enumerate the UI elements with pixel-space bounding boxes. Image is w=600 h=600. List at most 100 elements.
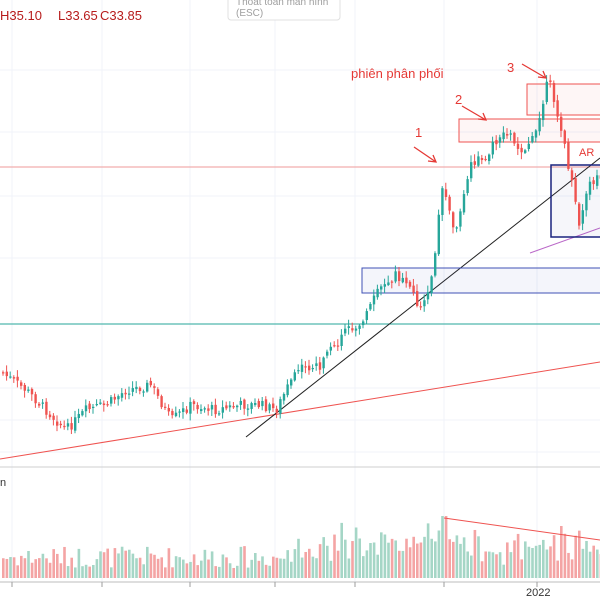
volume-bar — [286, 550, 289, 578]
candle-body — [527, 143, 530, 150]
candle-body — [66, 423, 70, 427]
candle-body — [20, 382, 23, 386]
volume-bar — [38, 558, 41, 578]
candle-body — [336, 345, 340, 347]
ohlc-high: H35.10 — [0, 8, 42, 23]
volume-bar — [9, 557, 12, 578]
volume-bar — [538, 544, 541, 578]
candle-body — [225, 405, 228, 409]
candle-body — [387, 282, 390, 286]
candle-body — [5, 371, 8, 377]
candle-body — [574, 178, 577, 202]
candle-body — [261, 400, 264, 407]
distribution-box-2[interactable] — [458, 118, 600, 143]
volume-bar — [84, 564, 88, 578]
volume-bar — [423, 536, 426, 578]
candle-body — [45, 401, 48, 415]
candle-body — [531, 136, 534, 143]
candle-body — [441, 188, 444, 215]
volume-bar — [167, 548, 171, 578]
candle-body — [113, 396, 116, 400]
volume-bar — [88, 566, 91, 578]
ar-label[interactable]: AR — [579, 147, 594, 159]
candle-body — [59, 423, 62, 426]
candle-body — [160, 396, 163, 408]
volume-bar — [63, 546, 66, 578]
candle-body — [264, 399, 268, 412]
candle-body — [272, 403, 275, 409]
volume-bar — [567, 552, 570, 578]
candle-body — [221, 407, 224, 413]
candle-body — [95, 403, 98, 406]
volume-bar — [531, 547, 534, 578]
volume-bar — [578, 530, 581, 578]
volume-bar — [372, 542, 376, 578]
volume-bar — [509, 552, 513, 578]
candle-body — [470, 162, 473, 179]
volume-bar — [545, 549, 549, 578]
volume-bar — [588, 551, 592, 578]
volume-bar — [549, 546, 552, 578]
marker-3-label[interactable]: 3 — [507, 60, 514, 75]
marker-2-label[interactable]: 2 — [455, 92, 462, 107]
volume-bar — [408, 547, 412, 578]
candle-body — [588, 181, 592, 195]
volume-bar — [275, 557, 279, 578]
volume-trendline[interactable] — [443, 517, 600, 541]
volume-bar — [182, 559, 185, 578]
marker-1-label[interactable]: 1 — [415, 125, 422, 140]
candle-body — [311, 367, 314, 370]
candle-body — [344, 328, 347, 334]
volume-bar — [502, 564, 505, 578]
volume-bar — [513, 540, 516, 578]
candle-body — [448, 196, 451, 211]
exit-fullscreen-toast[interactable]: Thoát toàn màn hình (ESC) — [227, 0, 341, 21]
candle-body — [300, 364, 304, 372]
volume-bar — [52, 549, 55, 578]
candle-body — [48, 414, 52, 418]
candle-body — [77, 413, 80, 419]
candle-body — [207, 408, 210, 411]
volume-bar — [74, 567, 77, 578]
volume-bar — [2, 558, 5, 578]
volume-bar — [189, 561, 192, 578]
volume-bar — [354, 527, 358, 578]
long-support-trendline[interactable] — [0, 361, 600, 460]
candle-body — [430, 276, 433, 294]
volume-bar — [322, 537, 325, 578]
volume-bar — [585, 540, 588, 578]
volume-bar — [542, 539, 545, 578]
volume-bar — [498, 552, 502, 578]
volume-bar — [41, 553, 45, 578]
candle-body — [509, 133, 512, 135]
volume-bar — [254, 553, 257, 578]
volume-bar — [448, 539, 451, 578]
volume-bar — [365, 550, 369, 578]
volume-bar — [351, 541, 354, 578]
distribution-box-3[interactable] — [526, 83, 600, 116]
volume-bar — [491, 552, 495, 578]
volume-bar — [174, 556, 178, 578]
candle-body — [149, 380, 152, 386]
violet-trendline[interactable] — [529, 227, 600, 254]
distribution-label[interactable]: phiên phân phối — [351, 66, 444, 81]
volume-bar — [520, 559, 523, 578]
volume-bar — [261, 556, 264, 578]
toast-line1: Thoát toàn màn hình — [236, 0, 328, 8]
volume-bar — [225, 557, 228, 578]
candle-body — [218, 413, 221, 415]
accumulation-box[interactable] — [361, 267, 600, 294]
volume-bar — [326, 545, 329, 578]
candle-body — [275, 408, 278, 413]
candle-body — [257, 401, 260, 408]
candle-body — [545, 81, 548, 102]
uptrend-line[interactable] — [245, 157, 600, 438]
candle-body — [30, 388, 34, 395]
candle-body — [268, 404, 271, 411]
candle-body — [41, 402, 44, 404]
ohlc-low: L33.65 — [58, 8, 98, 23]
volume-bar — [95, 559, 99, 578]
volume-bar — [315, 558, 318, 578]
